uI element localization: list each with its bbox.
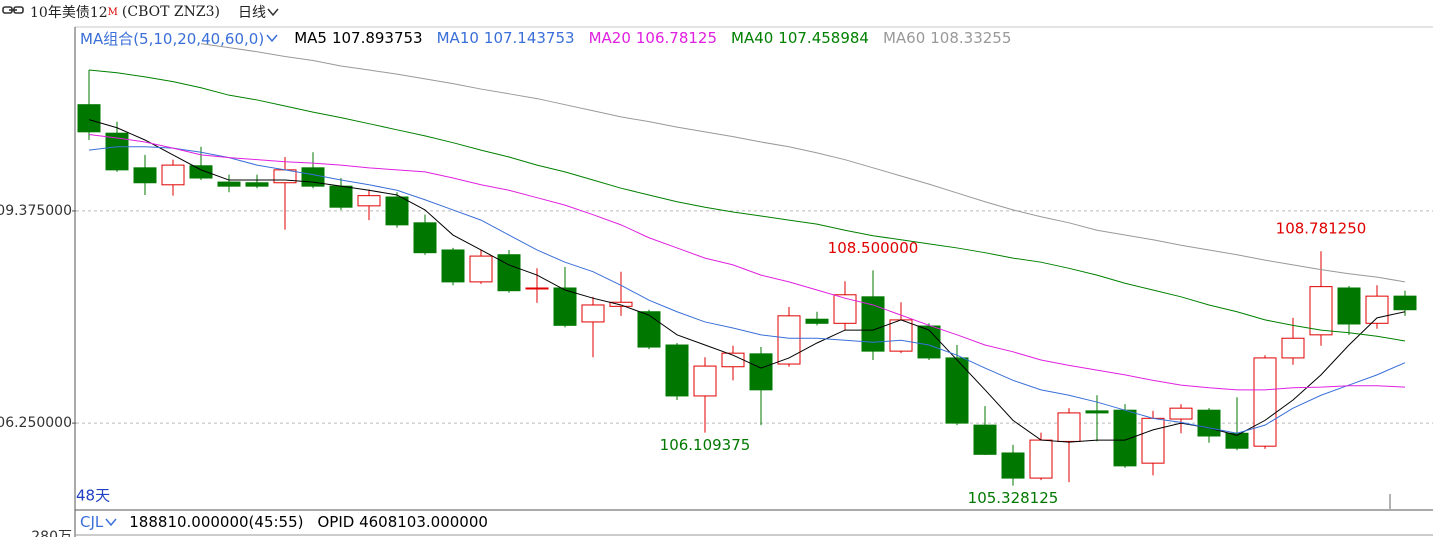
low-label: 106.109375 (660, 436, 751, 454)
candle-body (245, 182, 269, 187)
high-label: 108.500000 (828, 239, 919, 257)
superscript: M (107, 6, 118, 18)
candle-body (749, 353, 773, 391)
oi-text: OPID 4608103.000000 (317, 513, 488, 531)
candle-body (105, 132, 129, 171)
legend-value: 106.78125 (635, 29, 717, 47)
candle-body (693, 365, 717, 397)
candle-body (973, 424, 997, 455)
legend-item: MA60 108.33255 (883, 29, 1011, 47)
candle-body (833, 294, 857, 324)
candle-body (637, 311, 661, 348)
candle-body (1337, 287, 1361, 325)
ma-line (88, 69, 1406, 342)
candle-body (1365, 295, 1389, 324)
candle-body (553, 287, 577, 326)
legend-name: MA20 (588, 29, 631, 47)
candle-body (1085, 410, 1109, 414)
candle-body (609, 301, 633, 307)
count-label: 48天 (76, 487, 110, 505)
candle-body (1001, 452, 1025, 479)
candle-body (1169, 407, 1193, 420)
candle-body (161, 164, 185, 186)
candle-body (945, 357, 969, 424)
candle-body (413, 222, 437, 254)
candle-body (1057, 412, 1081, 442)
ma-line (200, 43, 1406, 283)
y-tick-label: 109.375000 (0, 203, 72, 219)
chevron[interactable] (103, 516, 119, 528)
volume-axis-label: 280万 (31, 529, 72, 537)
legend-name: MA10 (436, 29, 479, 47)
legend-name: MA5 (294, 29, 327, 47)
ma-line (88, 134, 1406, 391)
candle-body (385, 196, 409, 226)
legend-item: MA10 107.143753 (437, 29, 575, 47)
header: 10年美债12 M (CBOT ZNZ3) 日线 (30, 0, 280, 24)
candle-body (77, 104, 101, 133)
chevron[interactable] (264, 32, 280, 44)
period[interactable]: 日线 (237, 5, 266, 21)
candle-body (217, 181, 241, 187)
legend-value: 107.458984 (778, 29, 869, 47)
high-label: 108.781250 (1276, 220, 1367, 238)
title: 10年美债12 (30, 5, 108, 21)
candle-body (1113, 409, 1137, 467)
candle-body (665, 344, 689, 397)
legend-value: 107.143753 (483, 29, 575, 47)
volume-text: 188810.000000(45:55) (129, 513, 304, 531)
candle-body (1309, 286, 1333, 336)
volume-header: CJL 188810.000000(45:55) OPID 4608103.00… (80, 511, 488, 533)
candle-body (1393, 295, 1417, 311)
legend-item: MA40 107.458984 (731, 29, 869, 47)
indicator-label[interactable]: MA组合(5,10,20,40,60,0) (80, 29, 265, 48)
candle-body (1029, 439, 1053, 479)
candle-body (329, 185, 353, 208)
candle-body (133, 167, 157, 184)
candle-body (357, 195, 381, 207)
candle-body (889, 319, 913, 352)
y-tick-label: 106.250000 (0, 415, 72, 431)
candle-body (1281, 337, 1305, 359)
candle-body (469, 255, 493, 283)
legend: MA组合(5,10,20,40,60,0) MA5 107.893753 MA10 1… (80, 27, 1025, 49)
legend-item: MA20 106.78125 (589, 29, 717, 47)
link-icon (2, 6, 24, 14)
volume-indicator[interactable]: CJL (80, 513, 104, 531)
candle-body (189, 165, 213, 179)
legend-item: MA5 107.893753 (294, 29, 422, 47)
legend-name: MA60 (882, 29, 926, 47)
candle-body (805, 318, 829, 324)
legend-value: 107.893753 (331, 29, 423, 47)
candle-body (441, 249, 465, 283)
candle-body (581, 304, 605, 323)
candle-body (1197, 409, 1221, 437)
legend-value: 108.33255 (930, 29, 1012, 47)
candle-body (861, 296, 885, 352)
code: (CBOT ZNZ3) (121, 4, 220, 20)
candle-body (1141, 417, 1165, 464)
ma-line (88, 146, 1406, 434)
candle-body (1253, 357, 1277, 447)
candle-body (525, 287, 549, 290)
ma-line (88, 119, 1406, 443)
legend-name: MA40 (731, 29, 774, 47)
low-label: 105.328125 (968, 489, 1059, 507)
candle-body (497, 254, 521, 292)
chevron[interactable] (266, 6, 280, 18)
candle-body (777, 315, 801, 365)
